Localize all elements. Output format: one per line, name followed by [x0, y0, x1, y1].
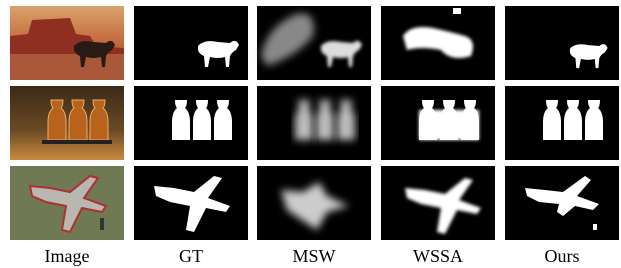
image-cell	[381, 86, 495, 160]
image-cell	[257, 86, 371, 160]
image-cell	[134, 86, 248, 160]
image-cell	[134, 6, 248, 80]
column-label: GT	[179, 246, 203, 266]
column-label: WSSA	[413, 246, 463, 266]
photo-ground	[10, 54, 124, 80]
mask-region	[453, 8, 461, 14]
image-cell	[505, 86, 619, 160]
image-cell	[505, 166, 619, 240]
image-cell	[381, 6, 495, 80]
image-cell	[134, 166, 248, 240]
photo-tray	[42, 140, 112, 144]
column-label: MSW	[292, 246, 335, 266]
image-cell	[505, 6, 619, 80]
column-labels: Image GT MSW WSSA Ours	[45, 246, 580, 266]
column-label: Ours	[545, 246, 580, 266]
image-cell	[10, 166, 124, 240]
image-cell	[257, 166, 371, 240]
image-cell	[10, 6, 124, 80]
image-cell	[381, 166, 495, 240]
image-cell	[10, 86, 124, 160]
mask-bg	[505, 6, 619, 80]
column-label: Image	[45, 246, 90, 266]
figure: Image GT MSW WSSA Ours	[0, 0, 621, 268]
image-grid	[10, 6, 619, 240]
photo-person	[100, 218, 104, 230]
mask-region	[593, 224, 597, 230]
image-cell	[257, 6, 371, 80]
